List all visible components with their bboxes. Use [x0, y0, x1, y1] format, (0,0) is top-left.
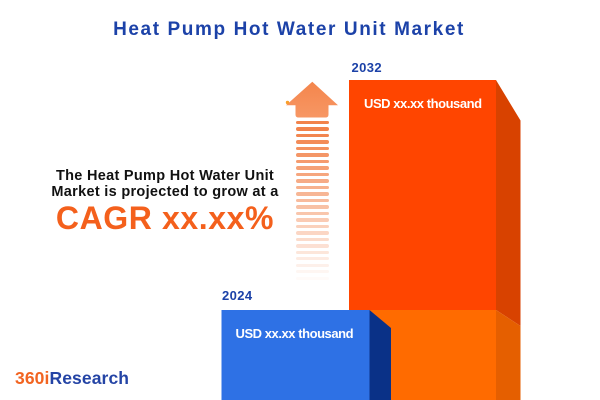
arrow-dash — [295, 146, 329, 151]
growth-arrow-dashes — [295, 121, 329, 306]
arrow-dash — [295, 133, 329, 138]
brand-logo-prefix: 360i — [15, 367, 50, 388]
arrow-dash — [295, 153, 329, 157]
arrow-dash — [295, 172, 329, 177]
arrow-dash — [295, 224, 329, 229]
growth-arrow-head-icon — [286, 81, 338, 118]
description-line-1: The Heat Pump Hot Water Unit — [55, 168, 275, 184]
cagr-value: CAGR xx.xx% — [55, 200, 275, 236]
description-line-2: Market is projected to grow at a — [51, 184, 279, 200]
arrow-dash — [295, 179, 329, 183]
arrow-dash — [295, 218, 329, 222]
bar-label-2032: 2032 — [351, 60, 383, 75]
arrow-dash — [295, 263, 329, 267]
arrow-dash — [295, 270, 329, 274]
brand-logo-suffix: Research — [49, 367, 130, 388]
arrow-dash — [295, 166, 329, 170]
bar-2024-side — [369, 310, 391, 400]
bar-2024-front — [221, 310, 370, 400]
arrow-dash — [295, 140, 329, 144]
arrow-dash — [295, 211, 329, 216]
page-title: Heat Pump Hot Water Unit Market — [113, 19, 465, 40]
arrow-dash — [295, 231, 329, 235]
arrow-dash — [295, 205, 329, 209]
sparkle-dot — [285, 100, 290, 105]
arrow-dash — [295, 127, 329, 131]
bar-value-2024: USD xx.xx thousand — [235, 325, 354, 341]
bar-2032-side-bottom — [496, 310, 521, 400]
arrow-dash — [295, 250, 329, 254]
description-block: The Heat Pump Hot Water Unit Market is p… — [34, 168, 296, 237]
brand-logo: 360iResearch — [15, 367, 130, 388]
arrow-dash — [295, 237, 329, 242]
arrow-dash — [295, 185, 329, 190]
arrow-dash — [295, 257, 329, 261]
arrow-dash — [295, 192, 329, 196]
arrow-dash — [295, 198, 329, 203]
bar-label-2024: 2024 — [222, 288, 253, 303]
bar-value-2032: USD xx.xx thousand — [364, 95, 482, 111]
bar-2032-side-top — [496, 80, 521, 326]
bar-2032-front-top — [349, 80, 496, 310]
arrow-dash — [295, 244, 329, 248]
arrow-dash — [296, 277, 329, 280]
arrow-dash — [295, 121, 329, 125]
arrow-dash — [295, 159, 329, 164]
